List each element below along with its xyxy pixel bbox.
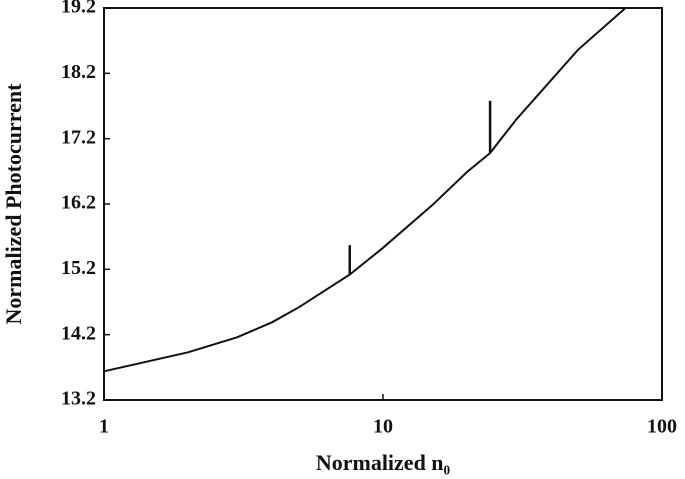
y-tick-label: 16.2 bbox=[61, 192, 96, 214]
y-tick-label: 15.2 bbox=[61, 257, 96, 279]
x-tick-label: 10 bbox=[373, 416, 393, 438]
plot-frame bbox=[103, 7, 663, 401]
y-tick-label: 19.2 bbox=[61, 0, 96, 18]
x-tick-label: 1 bbox=[99, 416, 109, 438]
y-tick-label: 13.2 bbox=[61, 388, 96, 410]
y-tick-label: 14.2 bbox=[61, 322, 96, 344]
y-axis-title: Normalized Photocurrent bbox=[1, 83, 26, 325]
y-tick-label: 18.2 bbox=[61, 61, 96, 83]
y-tick-label: 17.2 bbox=[61, 126, 96, 148]
x-tick-label: 100 bbox=[647, 416, 677, 438]
data-line bbox=[103, 7, 627, 373]
x-axis-title: Normalized n₀ bbox=[316, 450, 451, 475]
